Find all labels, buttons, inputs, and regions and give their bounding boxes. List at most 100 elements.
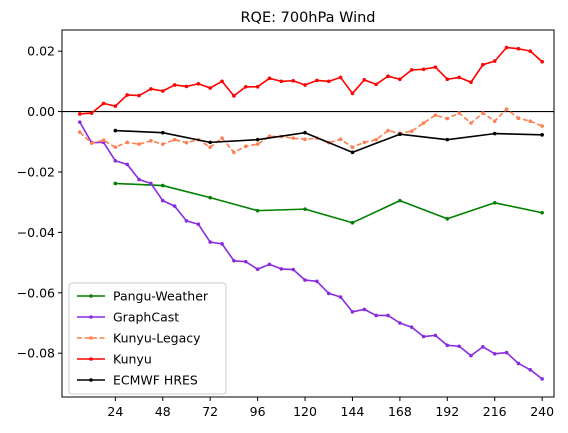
data-point-kunyu-legacy — [184, 140, 189, 145]
data-point-kunyu — [196, 81, 201, 86]
data-point-pangu-weather — [398, 198, 402, 203]
data-point-kunyu-legacy — [208, 145, 212, 149]
data-point-kunyu — [184, 84, 189, 89]
data-point-kunyu-legacy — [350, 145, 355, 149]
data-point-kunyu — [445, 77, 450, 82]
data-point-graphcast — [160, 198, 165, 203]
data-point-pangu-weather — [492, 200, 497, 205]
data-point-ecmwf-hres — [398, 132, 402, 137]
data-point-kunyu-legacy — [445, 116, 450, 121]
legend-marker-kunyu-legacy — [89, 336, 93, 340]
series-kunyu — [77, 45, 544, 116]
series-line-pangu-weather — [115, 182, 543, 224]
series-line-kunyu-legacy — [79, 108, 543, 154]
y-tick-label: −0.08 — [17, 346, 55, 361]
series-pangu-weather — [113, 181, 544, 225]
data-point-kunyu-legacy — [504, 107, 509, 111]
y-tick-label: −0.02 — [17, 164, 55, 179]
data-point-graphcast — [409, 325, 414, 330]
x-tick-label: 72 — [202, 404, 218, 419]
x-tick-label: 96 — [250, 404, 266, 419]
data-point-kunyu-legacy — [469, 121, 473, 125]
data-point-graphcast — [267, 262, 272, 267]
data-point-graphcast — [315, 279, 319, 284]
x-tick-label: 192 — [435, 404, 459, 419]
data-point-ecmwf-hres — [445, 137, 450, 142]
data-point-ecmwf-hres — [160, 130, 165, 135]
legend-item-kunyu: Kunyu — [77, 352, 152, 367]
data-point-kunyu-legacy — [421, 121, 426, 125]
legend-marker-ecmwf-hres — [89, 378, 93, 382]
data-point-kunyu-legacy — [386, 128, 390, 133]
data-point-kunyu-legacy — [125, 140, 130, 145]
data-point-pangu-weather — [255, 208, 260, 213]
data-point-graphcast — [303, 278, 307, 282]
data-point-graphcast — [326, 291, 331, 296]
data-point-pangu-weather — [160, 183, 165, 188]
data-point-kunyu — [338, 75, 343, 80]
legend-item-kunyu-legacy: Kunyu-Legacy — [77, 331, 201, 346]
data-point-kunyu-legacy — [220, 136, 224, 140]
data-point-kunyu-legacy — [137, 142, 141, 146]
legend-item-ecmwf-hres: ECMWF HRES — [77, 373, 198, 388]
data-point-graphcast — [433, 333, 438, 338]
y-tick-label: −0.06 — [17, 285, 55, 300]
x-tick-label: 120 — [293, 404, 317, 419]
data-point-kunyu — [433, 65, 438, 69]
series-line-kunyu — [79, 46, 543, 115]
data-point-graphcast — [137, 177, 141, 182]
chart-title: RQE: 700hPa Wind — [240, 10, 375, 26]
legend-label-pangu-weather: Pangu-Weather — [113, 289, 209, 304]
series-line-ecmwf-hres — [115, 129, 543, 154]
data-point-graphcast — [125, 162, 130, 167]
data-point-kunyu-legacy — [457, 111, 461, 115]
legend-box — [68, 282, 227, 395]
data-point-graphcast — [421, 334, 426, 339]
series-line-graphcast — [79, 121, 543, 380]
data-point-graphcast — [457, 344, 461, 349]
legend-label-kunyu: Kunyu — [113, 352, 152, 367]
legend-label-kunyu-legacy: Kunyu-Legacy — [113, 331, 201, 346]
data-point-kunyu-legacy — [374, 137, 378, 142]
data-point-pangu-weather — [208, 195, 212, 200]
data-point-pangu-weather — [445, 216, 450, 221]
x-tick-label: 240 — [530, 404, 554, 419]
data-point-pangu-weather — [303, 207, 307, 211]
legend-marker-pangu-weather — [89, 294, 93, 298]
data-point-kunyu — [113, 104, 118, 108]
data-point-kunyu — [160, 89, 165, 93]
data-point-kunyu — [267, 76, 272, 81]
data-point-kunyu — [101, 101, 106, 106]
data-point-kunyu-legacy — [492, 119, 497, 124]
y-tick-label: −0.04 — [17, 225, 55, 240]
data-point-graphcast — [350, 310, 355, 314]
data-point-ecmwf-hres — [350, 150, 355, 155]
data-point-pangu-weather — [113, 181, 118, 186]
data-point-kunyu — [469, 80, 473, 85]
series-ecmwf-hres — [113, 128, 544, 155]
data-point-ecmwf-hres — [255, 137, 260, 142]
legend-item-pangu-weather: Pangu-Weather — [77, 289, 209, 304]
data-point-ecmwf-hres — [303, 130, 307, 135]
x-tick-label: 48 — [155, 404, 171, 419]
data-point-kunyu-legacy — [409, 129, 414, 133]
data-point-graphcast — [504, 350, 509, 355]
data-point-kunyu — [409, 68, 414, 72]
data-point-kunyu — [137, 93, 141, 98]
legend-item-graphcast: GraphCast — [77, 310, 179, 325]
data-point-graphcast — [516, 361, 521, 366]
legend-marker-kunyu — [89, 357, 93, 361]
data-point-kunyu-legacy — [291, 136, 295, 140]
data-point-kunyu — [421, 67, 426, 72]
legend: Pangu-Weather GraphCast Kunyu-Legacy Kunyu E… — [68, 282, 227, 395]
data-point-graphcast — [196, 222, 201, 227]
data-point-kunyu — [386, 74, 390, 79]
data-point-graphcast — [243, 259, 248, 264]
legend-marker-graphcast — [89, 315, 93, 319]
x-tick-label: 24 — [107, 404, 123, 419]
data-point-pangu-weather — [350, 220, 355, 225]
data-point-graphcast — [232, 258, 236, 263]
data-point-graphcast — [492, 352, 497, 356]
data-point-kunyu — [481, 62, 485, 67]
data-point-kunyu — [291, 78, 295, 83]
